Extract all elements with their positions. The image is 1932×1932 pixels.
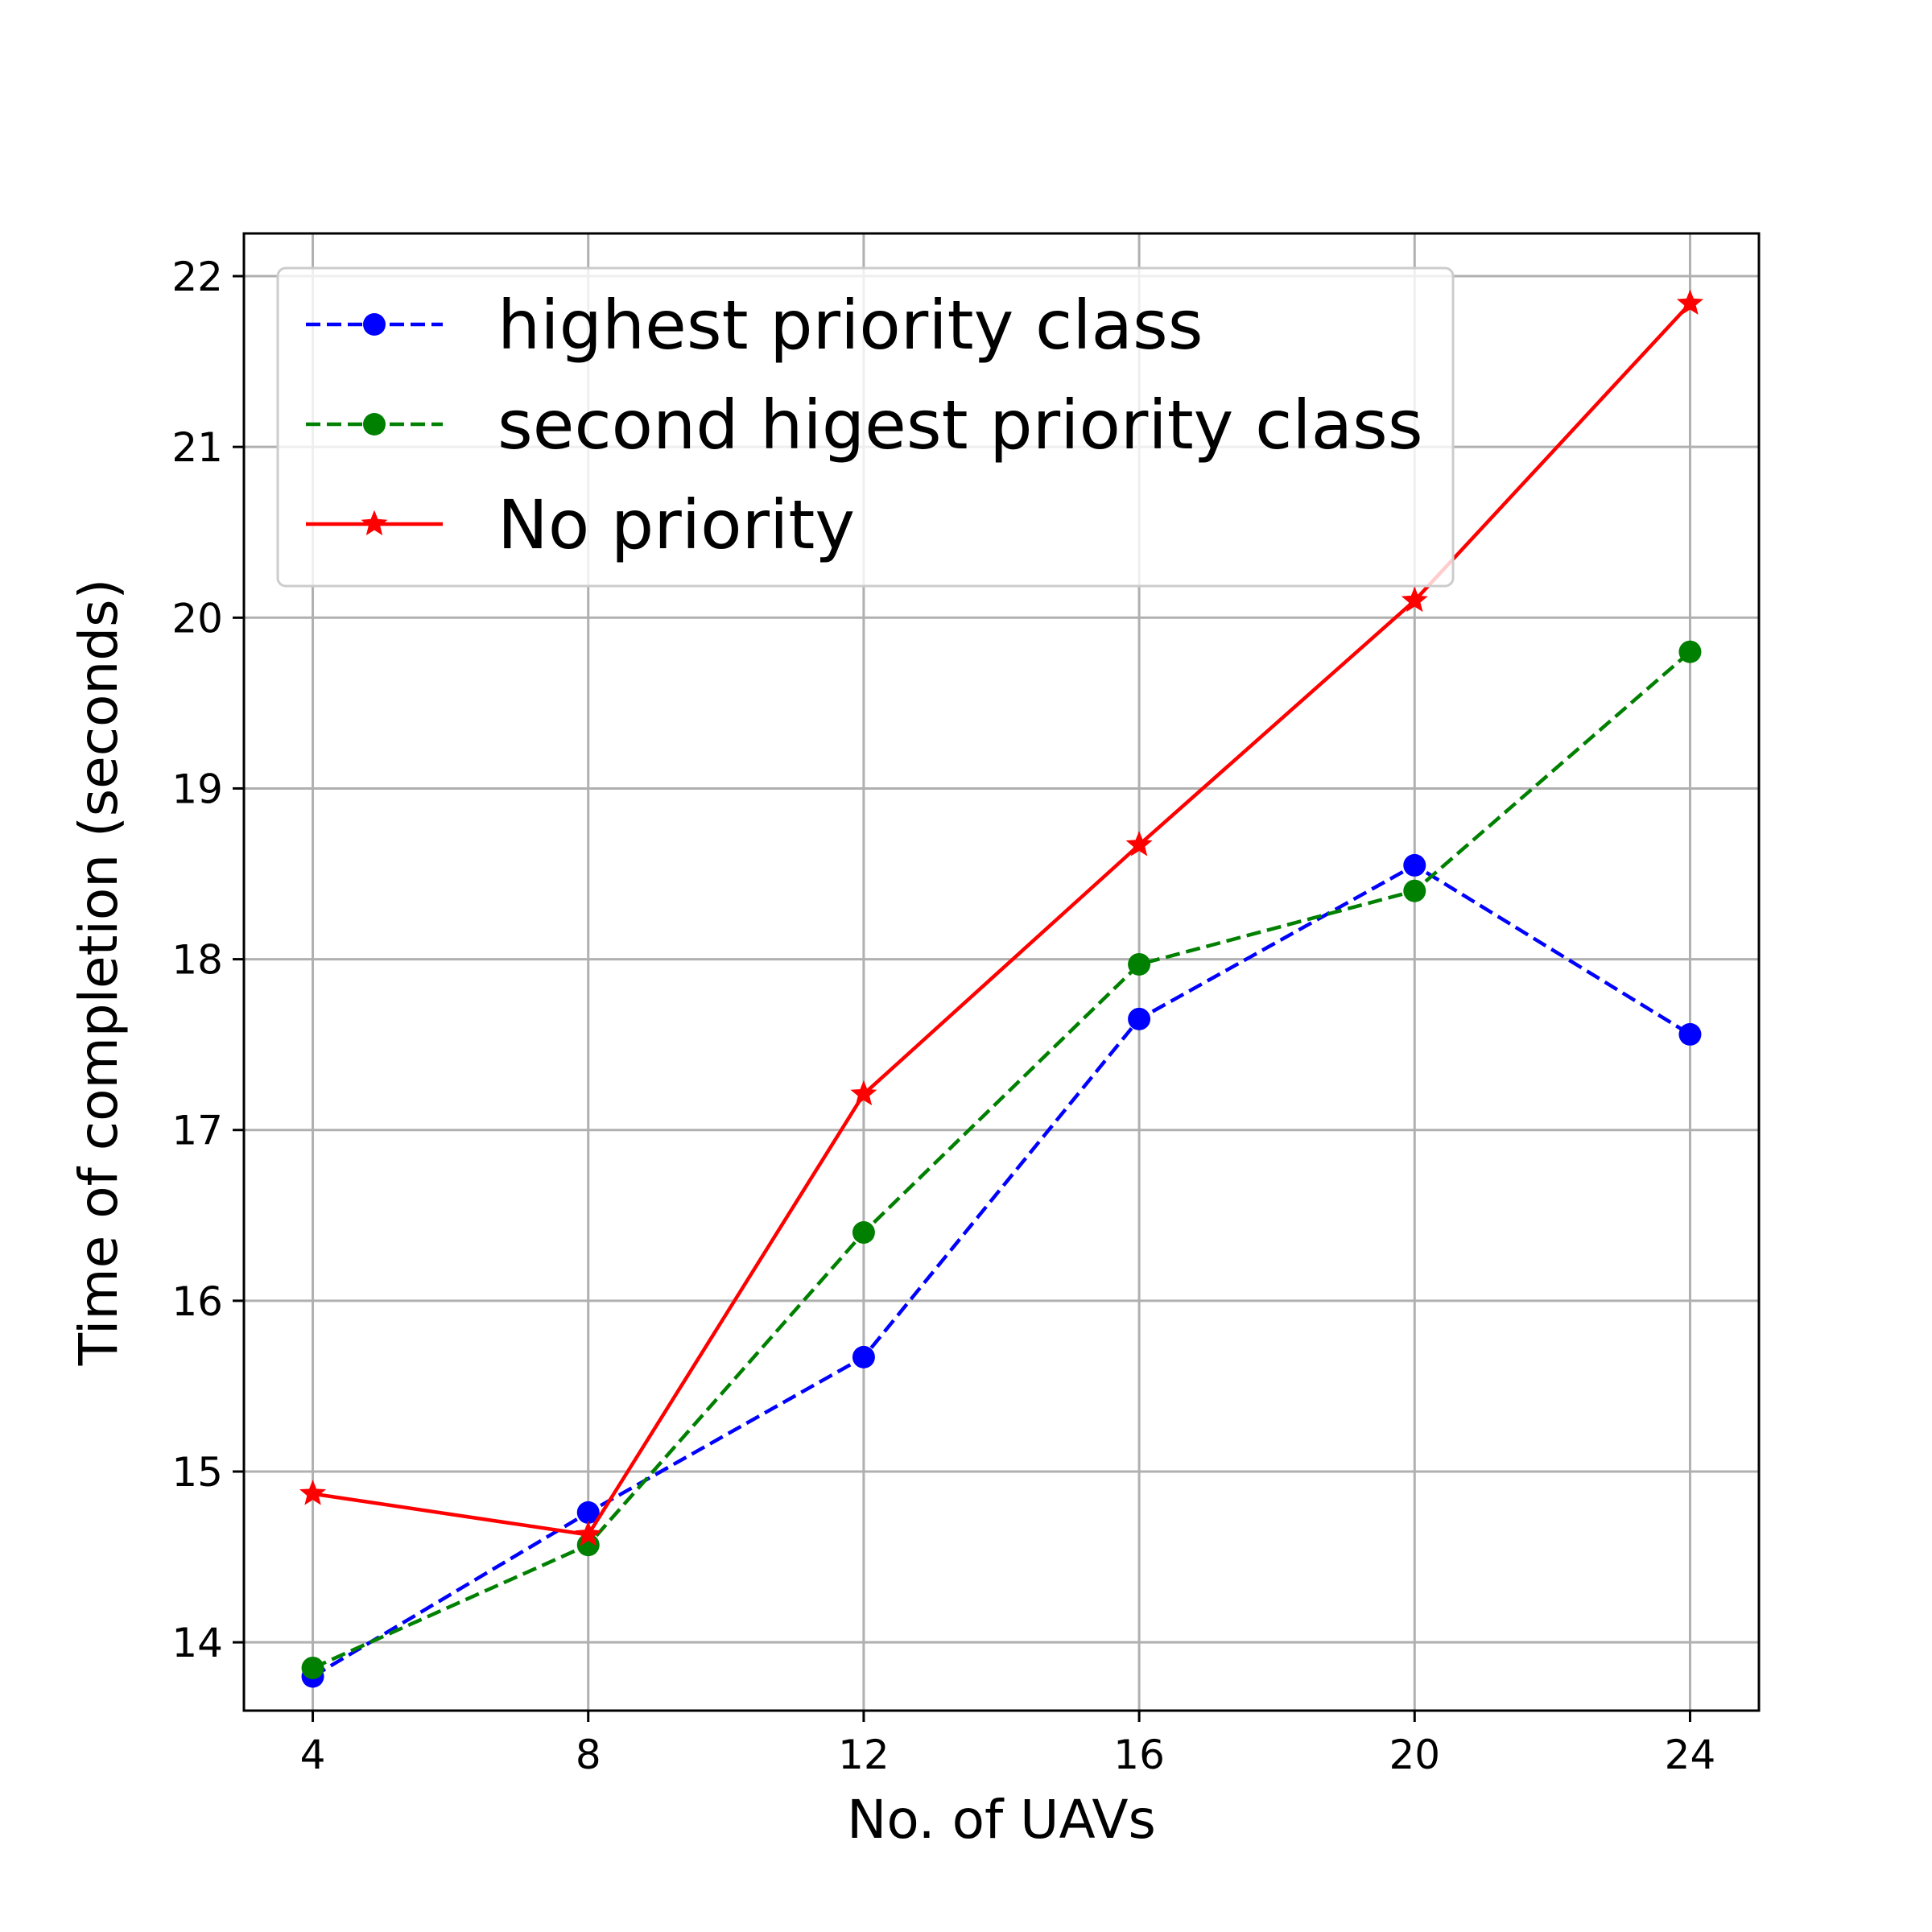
series-line bbox=[312, 863, 1691, 1678]
data-point bbox=[852, 1221, 875, 1245]
legend-entry: highest priority class bbox=[306, 286, 1203, 365]
plot-series bbox=[299, 289, 1703, 1688]
data-point bbox=[1403, 853, 1426, 877]
data-point bbox=[301, 1656, 324, 1679]
data-point bbox=[1678, 1022, 1702, 1046]
y-tick-label: 22 bbox=[171, 254, 223, 300]
series-line bbox=[312, 302, 1692, 1537]
legend-marker bbox=[361, 510, 388, 535]
y-tick-label: 14 bbox=[171, 1620, 223, 1666]
data-point bbox=[575, 1521, 602, 1546]
x-axis-label: No. of UAVs bbox=[847, 1789, 1156, 1851]
data-point bbox=[1128, 1007, 1151, 1030]
legend-label: highest priority class bbox=[497, 286, 1203, 365]
x-tick-label: 16 bbox=[1113, 1732, 1165, 1778]
series-line bbox=[312, 650, 1691, 1670]
x-tick-label: 12 bbox=[838, 1732, 890, 1778]
data-point bbox=[576, 1501, 600, 1524]
series-0 bbox=[301, 853, 1702, 1688]
series-1 bbox=[301, 640, 1702, 1679]
x-tick-label: 8 bbox=[576, 1732, 601, 1778]
legend: highest priority class second higest prio… bbox=[276, 266, 1455, 588]
y-tick-label: 19 bbox=[171, 766, 223, 812]
y-tick-label: 17 bbox=[171, 1108, 223, 1154]
y-axis-label: Time of completion (seconds) bbox=[68, 579, 130, 1367]
data-point bbox=[1678, 640, 1702, 663]
y-tick-label: 20 bbox=[171, 595, 223, 642]
x-tick-label: 24 bbox=[1665, 1732, 1716, 1778]
legend-marker bbox=[363, 313, 386, 336]
legend-entry: No priority bbox=[306, 485, 855, 564]
legend-box bbox=[276, 266, 1455, 588]
data-point bbox=[850, 1080, 877, 1106]
legend-marker bbox=[363, 413, 386, 436]
y-tick-label: 21 bbox=[171, 424, 223, 471]
y-tick-label: 15 bbox=[171, 1449, 223, 1496]
legend-entry: second higest priority class bbox=[306, 386, 1423, 464]
data-point bbox=[1125, 831, 1153, 857]
series-2 bbox=[299, 289, 1703, 1546]
y-axis-ticks: 14 15 16 17 18 19 20 21 22 bbox=[171, 254, 244, 1666]
x-tick-label: 4 bbox=[300, 1732, 326, 1778]
data-point bbox=[299, 1480, 327, 1505]
x-axis-ticks: 4 8 12 16 20 24 bbox=[300, 1711, 1716, 1778]
data-point bbox=[852, 1345, 875, 1368]
legend-label: No priority bbox=[497, 485, 855, 564]
plot-frame bbox=[242, 232, 1761, 1712]
y-tick-label: 18 bbox=[171, 937, 223, 984]
data-point bbox=[1401, 586, 1428, 613]
data-point bbox=[1128, 952, 1151, 976]
x-tick-label: 20 bbox=[1389, 1732, 1440, 1778]
data-point bbox=[1403, 879, 1426, 902]
legend-label: second higest priority class bbox=[497, 386, 1423, 464]
data-point bbox=[1676, 289, 1703, 315]
y-tick-label: 16 bbox=[171, 1278, 223, 1325]
